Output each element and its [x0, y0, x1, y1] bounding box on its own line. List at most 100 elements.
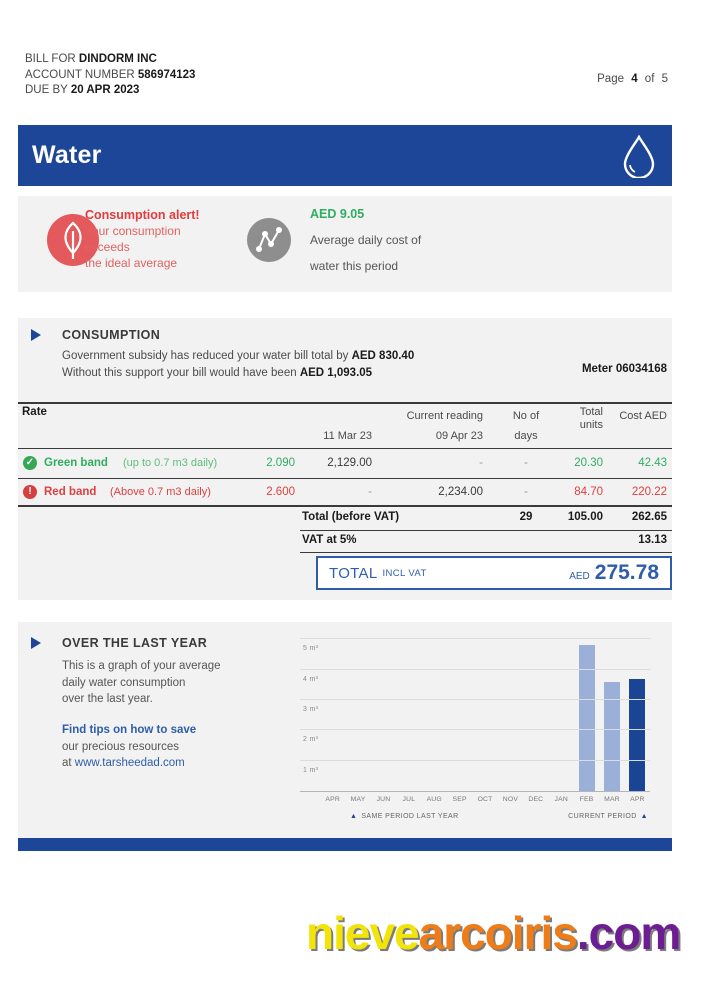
chart-ylabel: 4 m³	[303, 675, 319, 683]
tarsheedad-link[interactable]: www.tarsheedad.com	[74, 757, 185, 769]
table-row-border	[18, 478, 672, 479]
units-value: 84.70	[574, 486, 603, 498]
watermark-part3: .com	[576, 907, 681, 959]
watermark: nievearcoiris.com	[306, 906, 681, 960]
chart-bar-mar-11	[603, 681, 620, 791]
alert-text: Consumption alert! Your consumption exce…	[85, 207, 200, 271]
rate-value: 2.090	[266, 457, 295, 469]
current-reading-header: Current reading	[406, 410, 483, 422]
last-year-title: OVER THE LAST YEAR	[62, 636, 208, 650]
account-line: ACCOUNT NUMBER 586974123	[25, 68, 195, 84]
chart-month-label: OCT	[477, 796, 493, 803]
total-amount: AED 275.78	[569, 561, 659, 585]
subsidy-value1: AED 830.40	[351, 350, 415, 362]
total-units-header: Total units	[580, 406, 603, 432]
bill-for-line: BILL FOR DINDORM INC	[25, 52, 195, 68]
chart-bar-slot	[320, 630, 345, 791]
total-cost: 262.65	[631, 511, 667, 523]
chart-bar-slot	[523, 630, 548, 791]
watermark-part1: nieve	[306, 907, 420, 959]
total-units-header-1: Total	[579, 406, 603, 418]
total-incl-vat-label: TOTAL	[329, 564, 378, 582]
meter-number: Meter 06034168	[581, 363, 667, 375]
last-year-section: OVER THE LAST YEAR This is a graph of yo…	[18, 622, 672, 838]
chart-bar-slot	[371, 630, 396, 791]
chart-bar-feb-10	[578, 645, 595, 791]
due-line: DUE BY 20 APR 2023	[25, 83, 195, 99]
chart-gridline	[300, 638, 650, 640]
leaf-icon	[46, 213, 100, 272]
days-header: days	[514, 430, 538, 442]
total-days: 29	[519, 511, 533, 523]
vat-label: VAT at 5%	[302, 534, 357, 546]
rate-column-header: Rate	[22, 406, 47, 418]
chart-month-label: FEB	[579, 796, 594, 803]
section-arrow-icon	[31, 637, 41, 649]
legend-last-year-label: SAME PERIOD LAST YEAR	[361, 813, 459, 820]
page-indicator: Page 4 of 5	[593, 73, 668, 85]
alert-line1: Your consumption	[85, 224, 181, 238]
cost-header: Cost AED	[619, 410, 667, 422]
no-of-header: No of	[512, 410, 540, 422]
total-row-border	[300, 530, 672, 531]
prev-reading: -	[368, 486, 372, 498]
consumption-section: CONSUMPTION Government subsidy has reduc…	[18, 318, 672, 600]
chart-month-label: DEC	[528, 796, 544, 803]
chart-gridline	[300, 729, 650, 731]
band-desc: (Above 0.7 m3 daily)	[110, 486, 211, 498]
exclamation-icon: !	[23, 485, 37, 499]
tips-line3: at www.tarsheedad.com	[62, 755, 196, 772]
total-units-header-2: units	[579, 419, 603, 431]
chart-ylabel: 2 m³	[303, 736, 319, 744]
days-value: -	[524, 486, 528, 498]
water-banner: Water	[18, 125, 672, 186]
page-total: 5	[661, 73, 668, 85]
chart-bar-slot	[498, 630, 523, 791]
total-units: 105.00	[567, 511, 603, 523]
chart-bar-slot	[625, 630, 650, 791]
total-value: 275.78	[594, 561, 659, 584]
daily-cost-value: AED 9.05	[310, 207, 365, 221]
section-arrow-icon	[31, 329, 41, 341]
chart-bar-slot	[447, 630, 472, 791]
table-top-border	[18, 402, 672, 404]
band-desc: (up to 0.7 m3 daily)	[123, 457, 218, 469]
tips-line2: our precious resources	[62, 740, 179, 753]
chart-bar-slot	[599, 630, 624, 791]
chart-bar-slot	[549, 630, 574, 791]
subsidy-line2: Without this support your bill would hav…	[62, 365, 414, 382]
chart-month-label: APR	[630, 796, 645, 803]
desc-line2: daily water consumption	[62, 676, 186, 689]
triangle-up-icon: ▲	[350, 813, 358, 820]
chart-ylabel: 1 m³	[303, 766, 319, 774]
chart-bar-slot	[396, 630, 421, 791]
subsidy-line1: Government subsidy has reduced your wate…	[62, 348, 414, 365]
units-value: 20.30	[574, 457, 603, 469]
consumption-title: CONSUMPTION	[62, 328, 161, 342]
alert-line3: the ideal average	[85, 256, 178, 270]
table-bottom-border	[18, 505, 672, 507]
due-value: 20 APR 2023	[70, 84, 140, 96]
triangle-up-icon: ▲	[640, 813, 648, 820]
bill-header: BILL FOR DINDORM INC ACCOUNT NUMBER 5869…	[25, 52, 195, 99]
cost-value: 220.22	[631, 486, 667, 498]
chart-gridline	[300, 698, 650, 700]
chart-plot: 5 m³ 4 m³ 3 m³ 2 m³ 1 m³	[300, 630, 650, 792]
daily-cost-line2: water this period	[310, 259, 399, 273]
currency-label: AED	[569, 571, 590, 582]
due-label: DUE BY	[25, 84, 68, 96]
rate-value: 2.600	[266, 486, 295, 498]
prev-reading: 2,129.00	[327, 457, 372, 469]
check-icon: ✓	[23, 456, 37, 470]
banner-title: Water	[32, 141, 102, 169]
alert-title: Consumption alert!	[85, 208, 200, 222]
subsidy-value2: AED 1,093.05	[299, 367, 373, 379]
account-label: ACCOUNT NUMBER	[25, 68, 135, 81]
prev-date-header: 11 Mar 23	[323, 430, 372, 442]
table-row-green-band: ✓ Green band (up to 0.7 m3 daily) 2.090 …	[18, 449, 672, 477]
legend-current-period: CURRENT PERIOD ▲	[568, 813, 648, 820]
chart-bar-slot	[345, 630, 370, 791]
bill-for-value: DINDORM INC	[78, 53, 157, 65]
page-number: 4	[631, 73, 638, 85]
tips-prefix: at	[62, 757, 75, 769]
